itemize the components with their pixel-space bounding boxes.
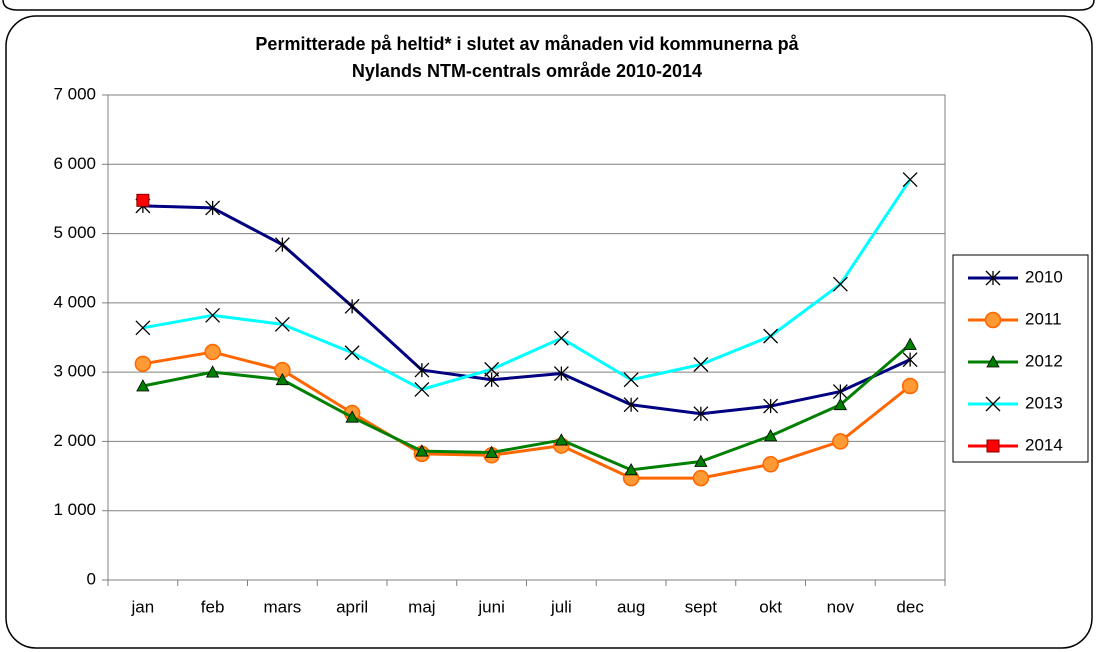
y-tick-label: 0 — [87, 569, 96, 588]
y-tick-label: 7 000 — [53, 84, 96, 103]
chart-title: Nylands NTM-centrals område 2010-2014 — [352, 61, 702, 81]
marker — [205, 307, 221, 323]
marker — [902, 172, 918, 187]
legend-label: 2010 — [1025, 267, 1063, 286]
marker — [415, 444, 429, 457]
legend-label: 2014 — [1025, 435, 1063, 454]
marker — [623, 397, 639, 413]
marker — [832, 384, 848, 400]
series-line — [142, 350, 912, 480]
series-line — [142, 204, 911, 416]
marker — [623, 372, 639, 388]
series-line — [142, 343, 912, 472]
x-tick-label: jan — [131, 597, 155, 616]
y-tick-label: 6 000 — [53, 154, 96, 173]
marker — [136, 193, 150, 207]
marker — [344, 345, 360, 361]
legend-box — [952, 254, 1089, 463]
y-tick-label: 2 000 — [53, 431, 96, 450]
marker — [986, 355, 1000, 368]
marker — [693, 406, 709, 422]
marker — [274, 316, 290, 332]
x-tick-label: april — [336, 597, 368, 616]
marker — [832, 276, 848, 292]
marker — [554, 433, 569, 446]
marker — [833, 397, 848, 411]
x-tick-label: aug — [617, 597, 645, 616]
marker — [275, 372, 290, 386]
series-line — [142, 178, 912, 391]
marker — [553, 366, 569, 381]
marker — [832, 433, 849, 450]
x-tick-label: feb — [201, 597, 225, 616]
x-tick-label: juli — [550, 597, 572, 616]
marker — [205, 200, 221, 216]
x-tick-label: nov — [827, 597, 855, 616]
marker — [986, 439, 1000, 453]
marker — [136, 379, 150, 392]
x-tick-label: mars — [263, 597, 301, 616]
marker — [134, 355, 152, 373]
marker — [484, 445, 499, 458]
marker — [484, 372, 500, 388]
legend-label: 2011 — [1025, 309, 1062, 328]
marker — [484, 361, 500, 377]
marker — [344, 298, 360, 314]
marker — [345, 410, 359, 423]
previous-frame — [2, 0, 1095, 11]
y-tick-label: 5 000 — [53, 223, 96, 242]
marker — [763, 398, 779, 414]
marker — [763, 429, 778, 442]
marker — [762, 456, 779, 473]
marker — [693, 357, 709, 372]
legend-label: 2012 — [1025, 351, 1063, 370]
marker — [135, 320, 151, 336]
marker — [763, 328, 779, 344]
plot-area — [107, 94, 946, 581]
x-tick-label: sept — [685, 597, 717, 616]
x-tick-label: juni — [477, 597, 504, 616]
x-tick-label: dec — [896, 597, 924, 616]
marker — [414, 382, 430, 397]
y-tick-label: 4 000 — [53, 292, 96, 311]
x-tick-label: okt — [759, 597, 782, 616]
legend-label: 2013 — [1025, 393, 1063, 412]
x-tick-label: maj — [408, 597, 435, 616]
marker — [553, 330, 569, 346]
marker — [692, 469, 710, 487]
marker — [274, 237, 290, 253]
marker — [901, 377, 919, 395]
y-tick-label: 1 000 — [53, 500, 96, 519]
marker — [903, 337, 917, 350]
marker — [985, 396, 1001, 412]
marker — [694, 454, 708, 467]
marker — [624, 463, 638, 476]
marker — [205, 365, 220, 378]
marker — [902, 352, 918, 368]
marker — [984, 311, 1002, 329]
marker — [985, 270, 1001, 286]
marker — [414, 362, 430, 378]
marker — [204, 343, 221, 361]
y-tick-label: 3 000 — [53, 362, 96, 381]
chart-title: Permitterade på heltid* i slutet av måna… — [255, 34, 799, 54]
